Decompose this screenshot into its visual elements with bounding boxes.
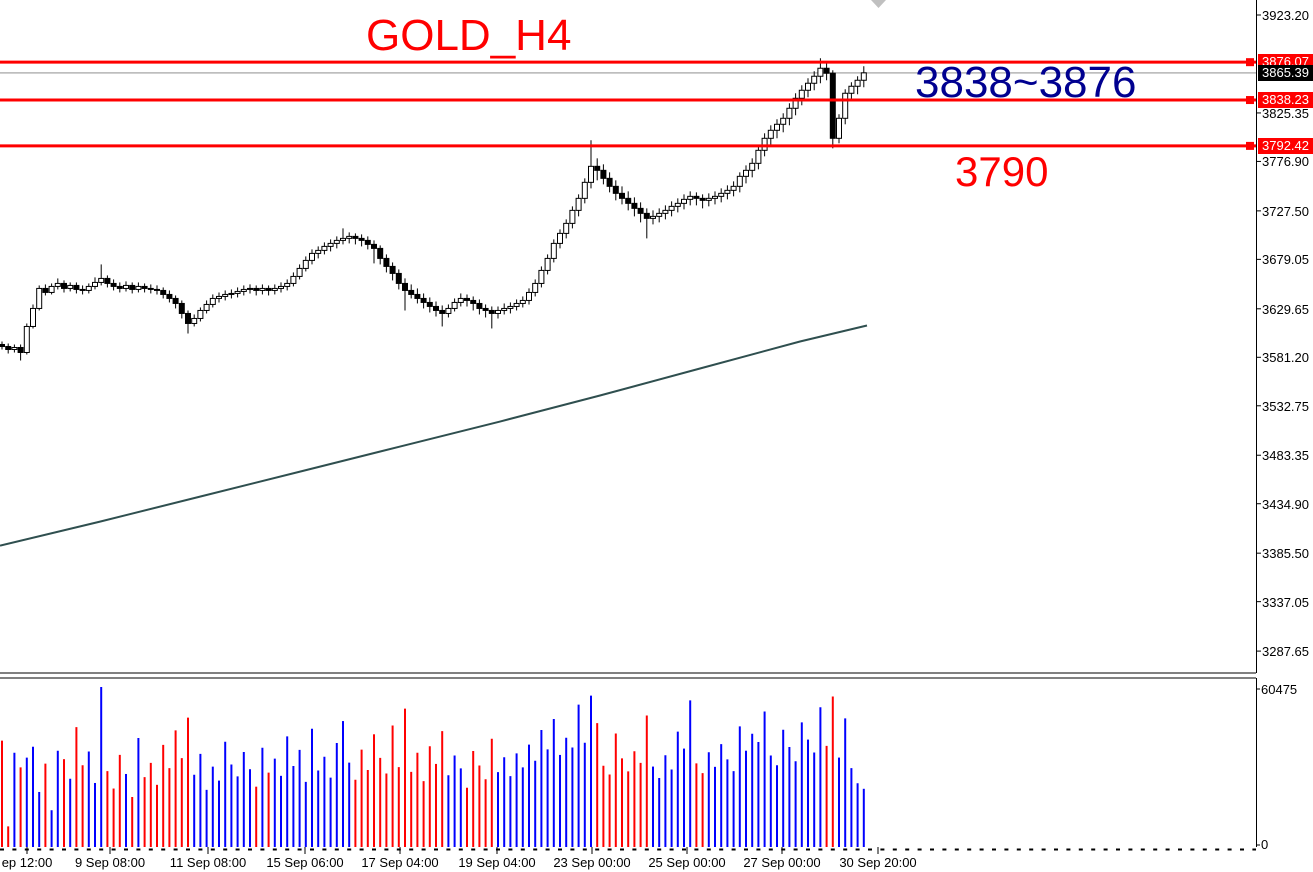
time-axis-label: ep 12:00 — [1, 855, 53, 870]
chart-shift-marker-icon[interactable] — [871, 0, 886, 8]
price-axis-label: 3483.35 — [1262, 448, 1309, 464]
price-axis-label: 3287.65 — [1262, 644, 1309, 660]
price-axis-label: 3825.35 — [1262, 105, 1309, 121]
chart-title: GOLD_H4 — [366, 11, 572, 60]
price-axis-label: 3385.50 — [1262, 546, 1309, 562]
volume-min-label: 0 — [1261, 837, 1269, 852]
current-price-badge: 3865.39 — [1258, 64, 1313, 81]
time-axis-label: 9 Sep 08:00 — [74, 855, 146, 870]
time-axis-label: 25 Sep 00:00 — [648, 855, 726, 870]
moving-average-line — [0, 324, 868, 547]
volume-max-label: 60475 — [1261, 682, 1298, 697]
time-axis-label: 23 Sep 00:00 — [553, 855, 631, 870]
price-axis-label: 3679.05 — [1262, 252, 1309, 268]
price-axis-label: 3434.90 — [1262, 496, 1309, 512]
time-axis-label: 17 Sep 04:00 — [361, 855, 439, 870]
time-axis-label: 15 Sep 06:00 — [266, 855, 344, 870]
time-axis-label: 11 Sep 08:00 — [169, 855, 247, 870]
level-price-badge: 3792.42 — [1258, 137, 1313, 154]
price-level-lines[interactable] — [0, 58, 1256, 150]
price-axis-label: 3727.50 — [1262, 203, 1309, 219]
volume-bars — [1, 687, 865, 847]
support-annotation: 3790 — [955, 148, 1049, 195]
time-axis-label: 19 Sep 04:00 — [458, 855, 536, 870]
axis-ticks — [26, 14, 1261, 854]
time-axis-label: 30 Sep 20:00 — [839, 855, 917, 870]
range-annotation: 3838~3876 — [915, 58, 1137, 107]
price-axis-label: 3776.90 — [1262, 154, 1309, 170]
price-axis-label: 3581.20 — [1262, 350, 1309, 366]
level-price-badge: 3838.23 — [1258, 92, 1313, 109]
price-axis-label: 3337.05 — [1262, 594, 1309, 610]
time-axis-label: 27 Sep 00:00 — [743, 855, 821, 870]
price-axis-label: 3532.75 — [1262, 398, 1309, 414]
pane-borders — [0, 0, 1257, 847]
candles — [0, 58, 867, 361]
price-axis-label: 3629.65 — [1262, 301, 1309, 317]
price-axis-label: 3923.20 — [1262, 8, 1309, 23]
